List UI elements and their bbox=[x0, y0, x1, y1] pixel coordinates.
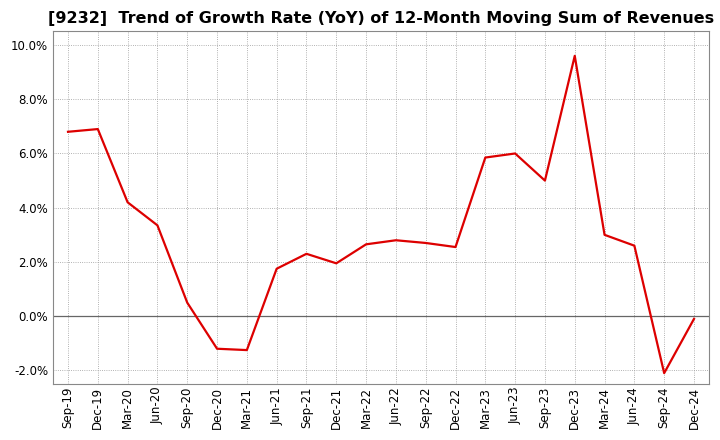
Title: [9232]  Trend of Growth Rate (YoY) of 12-Month Moving Sum of Revenues: [9232] Trend of Growth Rate (YoY) of 12-… bbox=[48, 11, 714, 26]
